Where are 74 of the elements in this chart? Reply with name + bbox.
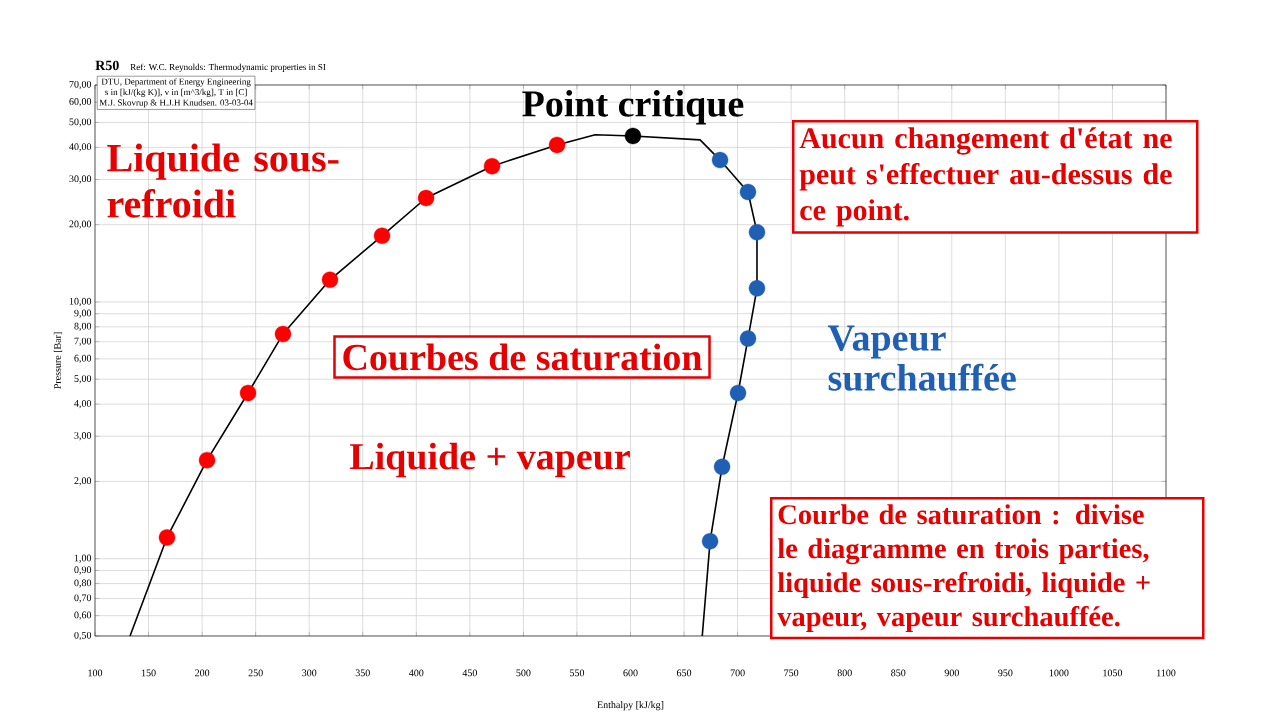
y-axis-title: Pressure [Bar] [53,332,63,389]
point [417,189,435,207]
x-tick-label: 850 [891,669,906,677]
x-tick-label: 1000 [1049,669,1069,677]
point [158,529,176,546]
y-tick-label: 4,00 [74,400,92,409]
point [711,151,729,169]
x-tick-label: 900 [944,669,959,677]
x-axis-title: Enthalpy [kJ/kg] [597,701,664,711]
annotation: Vapeur surchauffée [827,325,1016,391]
annotation: Point critique [522,90,744,125]
text: R50 [95,60,119,71]
x-tick-label: 350 [355,669,370,677]
x-tick-label: 450 [462,669,477,677]
point [624,127,642,145]
y-tick-label: 9,00 [74,309,92,318]
y-tick-label: 30,00 [69,175,92,184]
point [373,227,391,244]
y-tick-label: 7,00 [74,337,92,346]
point [748,223,766,241]
x-tick-label: 650 [676,669,692,677]
y-tick-label: 5,00 [74,375,92,384]
y-tick-label: 0,90 [74,566,92,575]
x-tick-label: 100 [88,669,103,677]
x-tick-label: 300 [302,669,317,677]
point [739,183,757,201]
x-tick-label: 600 [623,669,638,677]
annotation: M.J. Skovrup & H.J.H Knudsen. 03-03-04 [99,99,253,108]
x-tick-label: 150 [141,669,156,677]
point [239,384,257,402]
y-tick-label: 40,00 [69,143,92,152]
point [729,384,747,402]
point [548,136,566,154]
point [274,325,292,343]
y-tick-label: 8,00 [74,322,92,331]
y-tick-label: 70,00 [69,80,92,90]
x-tick-label: 200 [195,669,210,677]
y-tick-label: 50,00 [69,118,92,127]
annotation: Liquide + vapeur [349,442,630,478]
point [739,330,757,347]
x-tick-label: 750 [784,669,799,677]
x-tick-label: 1050 [1103,669,1123,677]
text: Ref: W.C. Reynolds: Thermodynamic properties in SI [130,63,326,72]
x-tick-label: 500 [516,669,531,677]
y-tick-label: 0,50 [74,631,92,641]
x-tick-label: 800 [837,669,852,677]
y-tick-label: 6,00 [74,354,92,364]
y-tick-label: 10,00 [69,297,92,307]
y-tick-label: 2,00 [74,477,92,486]
annotation: Aucun changement d'état ne peut s'effectuer au-dessus de ce point. [799,127,1172,227]
point [701,532,719,550]
y-tick-label: 0,80 [74,579,92,588]
x-tick-label: 700 [730,669,745,677]
y-tick-label: 3,00 [74,432,92,441]
annotation: Courbes de saturation [343,343,702,371]
y-tick-label: 1,00 [74,554,92,563]
annotation: Liquide sous-refroidi [107,143,339,218]
annotation: s in [kJ/(kg K)], v in [m^3/kg], T in [C] [105,88,247,97]
point [198,451,216,469]
x-tick-label: 400 [409,669,424,677]
x-tick-label: 550 [570,669,585,677]
x-tick-label: 250 [248,669,263,677]
annotation: Courbe de saturation : divise le diagramme en trois parties, liquide sous-refroidi, liquide + vapeur, vapeur surchauffée. [777,504,1150,633]
x-tick-label: 1100 [1157,669,1176,677]
y-tick-label: 20,00 [69,220,92,229]
annotation: DTU, Department of Energy Engineering [101,78,251,87]
point [713,458,731,475]
point [748,280,766,297]
point [483,157,501,175]
y-tick-label: 60,00 [69,98,92,107]
point [321,271,339,288]
y-tick-label: 0,70 [74,594,92,603]
x-tick-label: 950 [998,669,1013,677]
y-tick-label: 0,60 [74,611,92,620]
